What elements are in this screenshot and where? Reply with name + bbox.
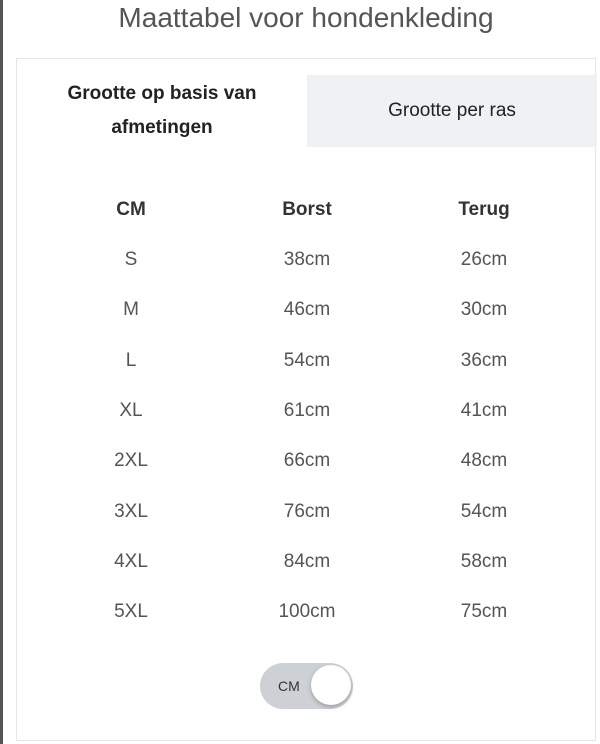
tab-breed[interactable]: Grootte per ras — [307, 75, 597, 147]
table-cell: 100cm — [278, 601, 336, 623]
table-cell: 75cm — [460, 601, 508, 623]
table-cell: 4XL — [114, 550, 148, 572]
column-header: CM — [116, 199, 146, 220]
unit-toggle-label: CM — [278, 678, 300, 694]
table-cell: 38cm — [283, 249, 331, 270]
table-row: 5XL 100cm 75cm — [17, 601, 595, 631]
column-header: Terug — [458, 199, 510, 220]
table-cell: 66cm — [283, 450, 331, 472]
table-cell: 54cm — [283, 349, 331, 371]
table-cell: 84cm — [283, 550, 331, 572]
table-cell: 26cm — [460, 249, 508, 270]
table-row: 3XL 76cm 54cm — [17, 501, 595, 531]
tab-measurements[interactable]: Grootte op basis van afmetingen — [67, 83, 257, 138]
table-cell: XL — [119, 399, 143, 421]
table-cell: 36cm — [460, 349, 508, 371]
table-header: CM Borst Terug — [17, 199, 595, 229]
unit-toggle[interactable]: CM — [260, 663, 353, 709]
table-cell: 54cm — [460, 500, 508, 522]
size-chart-panel: Grootte op basis van afmetingen Grootte … — [16, 58, 597, 741]
table-cell: S — [124, 249, 138, 270]
table-cell: 76cm — [283, 500, 331, 522]
table-row: S 38cm 26cm — [17, 249, 595, 279]
table-row: L 54cm 36cm — [17, 350, 595, 380]
table-cell: M — [123, 299, 139, 321]
table-cell: 41cm — [460, 399, 508, 421]
window-edge — [0, 0, 3, 744]
table-cell: 3XL — [114, 500, 148, 522]
table-row: 2XL 66cm 48cm — [17, 450, 595, 480]
column-header: Borst — [282, 199, 332, 220]
table-cell: 58cm — [460, 550, 508, 572]
toggle-knob — [311, 665, 351, 705]
table-cell: 61cm — [283, 399, 331, 421]
table-cell: 2XL — [114, 450, 148, 472]
table-row: 4XL 84cm 58cm — [17, 551, 595, 581]
table-cell: 46cm — [283, 299, 331, 321]
table-cell: L — [125, 349, 137, 371]
table-cell: 48cm — [460, 450, 508, 472]
table-row: M 46cm 30cm — [17, 299, 595, 329]
page-title: Maattabel voor hondenkleding — [118, 2, 494, 33]
table-cell: 5XL — [114, 601, 148, 623]
table-cell: 30cm — [460, 299, 508, 321]
table-row: XL 61cm 41cm — [17, 400, 595, 430]
